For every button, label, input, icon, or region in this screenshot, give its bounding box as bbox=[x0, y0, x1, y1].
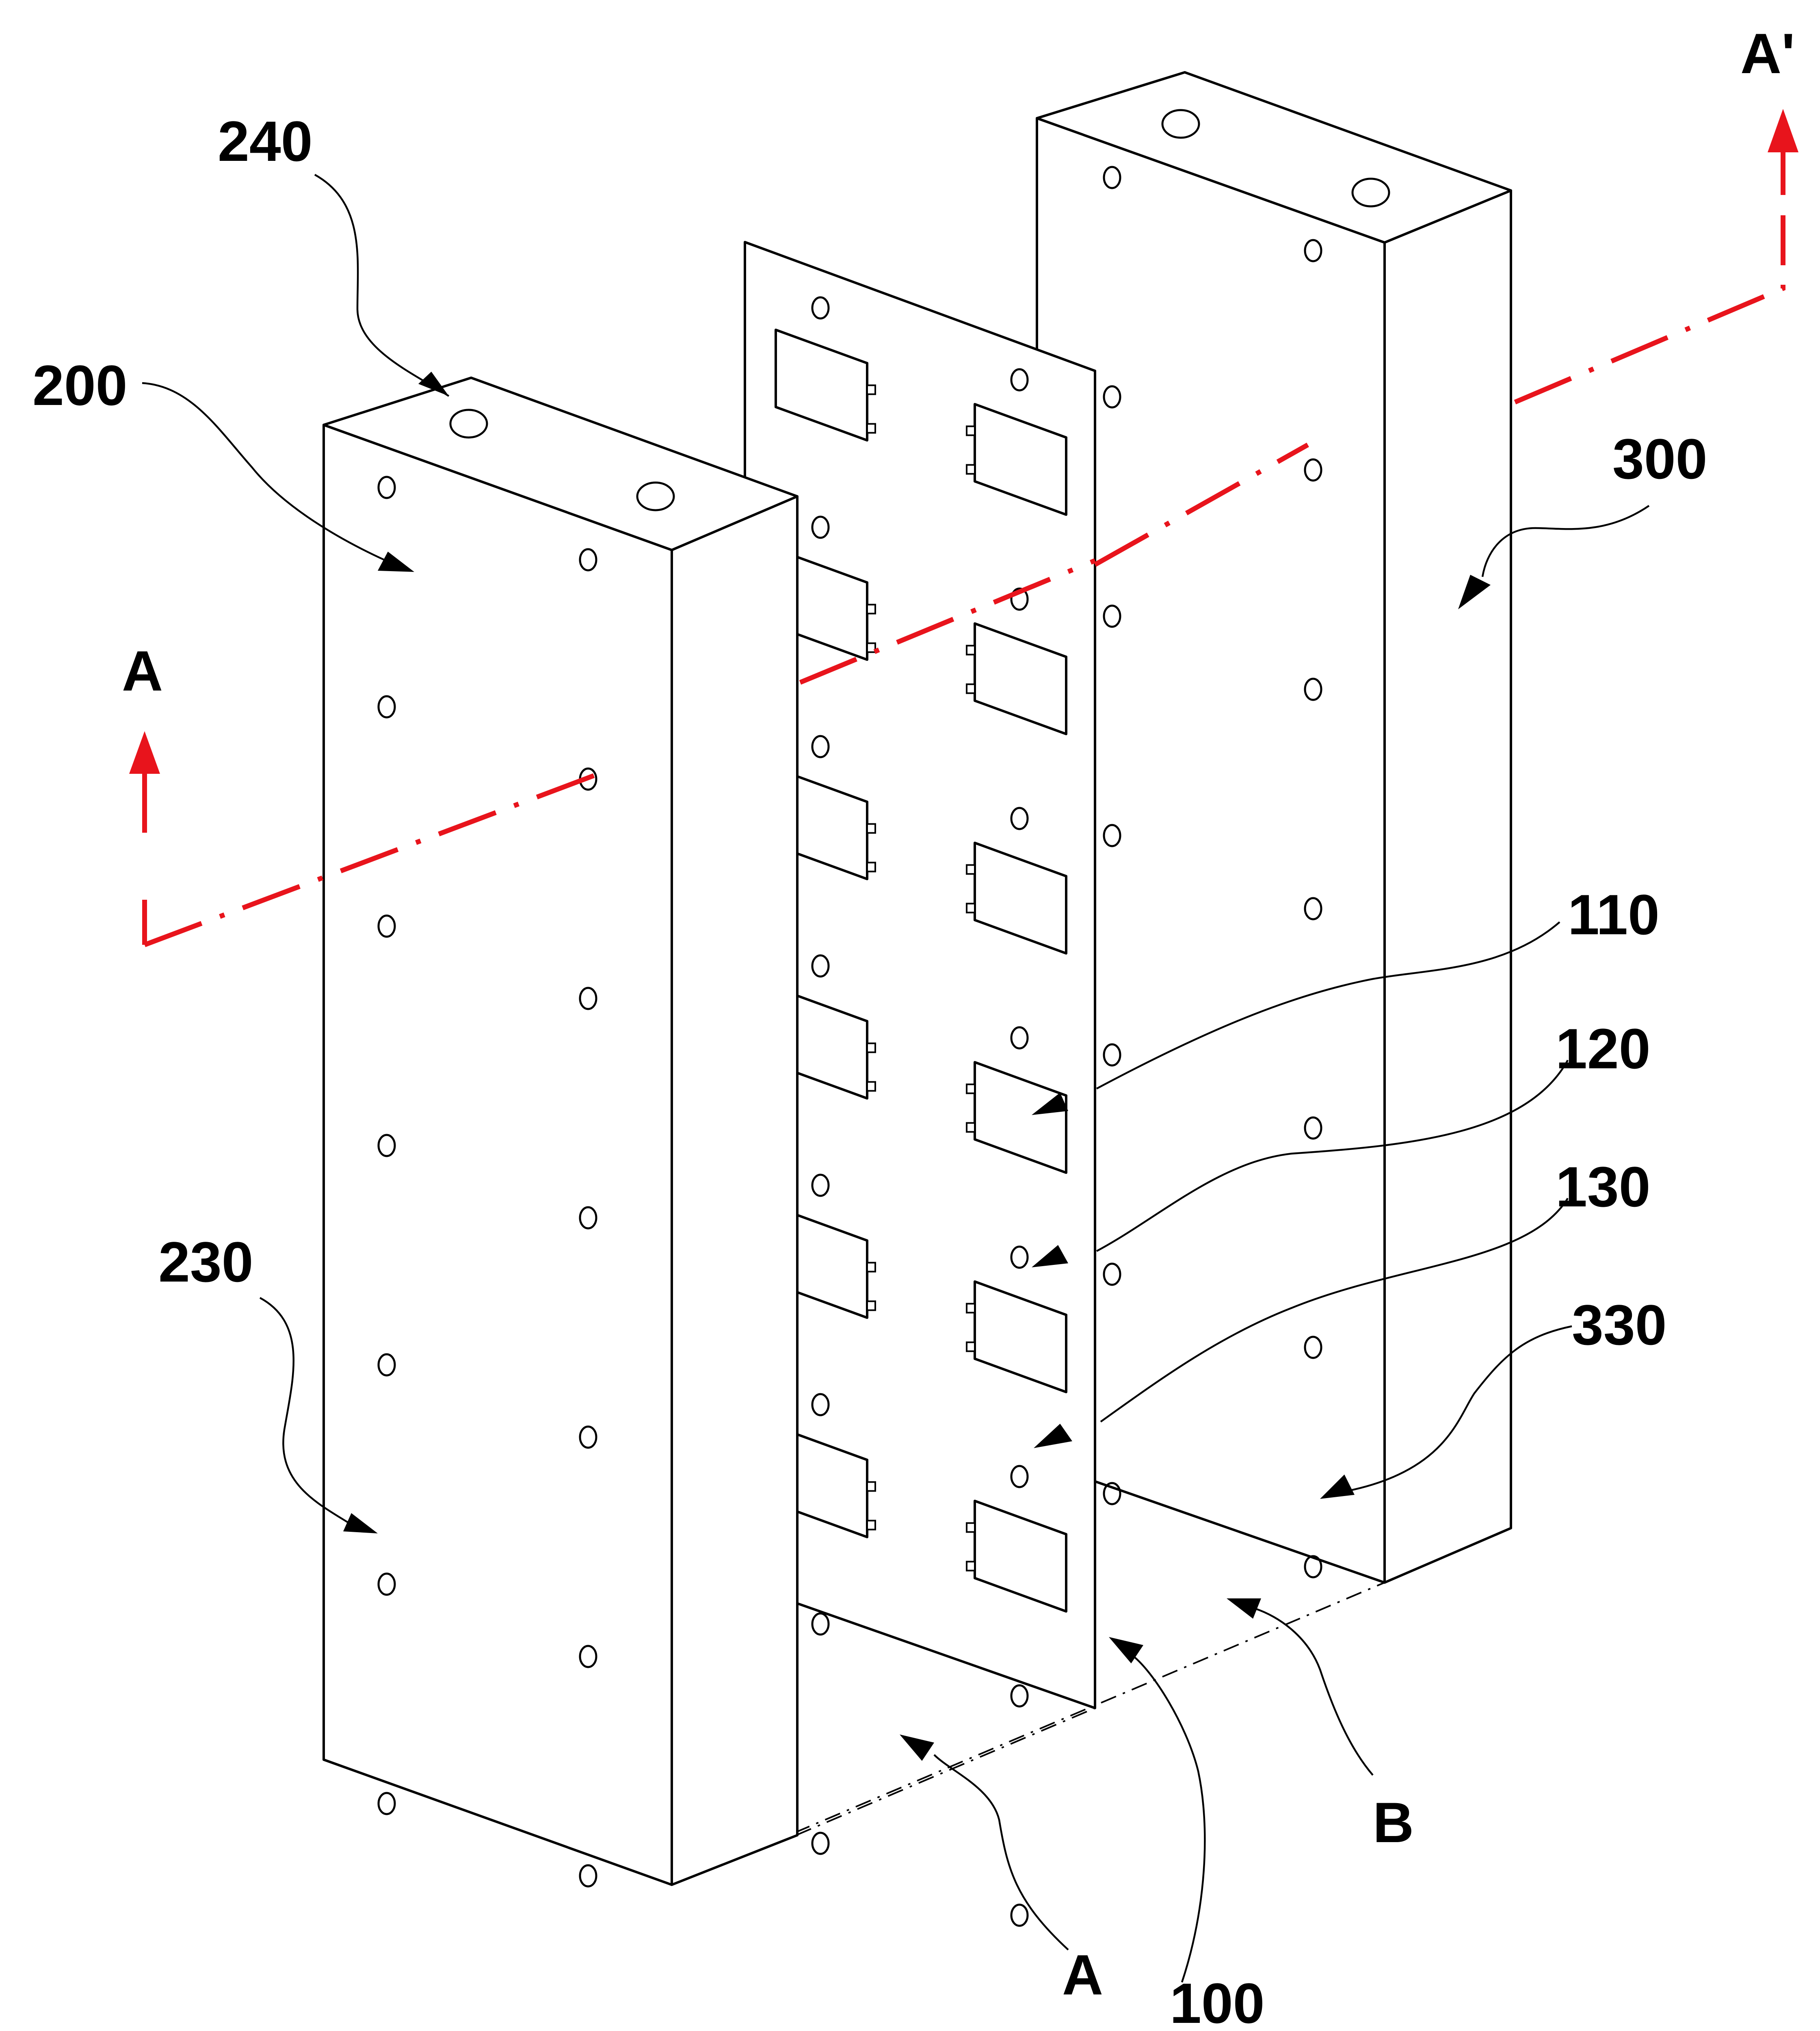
window-tab bbox=[967, 646, 975, 655]
section-line-right-segment bbox=[1515, 215, 1783, 402]
window-tab bbox=[967, 1123, 975, 1132]
label-100: 100 bbox=[1170, 1971, 1265, 2031]
plate-hole-130 bbox=[812, 1613, 829, 1635]
label-region-b: B bbox=[1373, 1791, 1414, 1854]
leader-240 bbox=[315, 175, 449, 396]
window-tab bbox=[867, 1082, 875, 1091]
window-tab bbox=[867, 605, 875, 614]
window-tab bbox=[867, 1521, 875, 1530]
window-tab bbox=[967, 1085, 975, 1093]
window-tab bbox=[967, 465, 975, 474]
section-arrow-left bbox=[129, 731, 160, 774]
window-tab bbox=[967, 904, 975, 913]
window-tab bbox=[867, 1263, 875, 1272]
rear-block-300 bbox=[1037, 72, 1511, 1583]
block-hole-230 bbox=[580, 1865, 596, 1886]
window-tab bbox=[967, 427, 975, 435]
rear-top-port-1 bbox=[1162, 110, 1199, 138]
plate-base-boundary bbox=[796, 1708, 1095, 1835]
plate-hole-130 bbox=[1011, 1905, 1028, 1926]
leader-region-a-arrowhead bbox=[900, 1734, 934, 1761]
label-330: 330 bbox=[1572, 1293, 1667, 1357]
label-120: 120 bbox=[1556, 1017, 1651, 1080]
window-tab bbox=[867, 385, 875, 394]
rear-block-hole-330 bbox=[1305, 1556, 1321, 1577]
top-port-240a bbox=[450, 410, 487, 437]
front-block-200 bbox=[324, 378, 797, 1886]
leader-region-a bbox=[934, 1755, 1068, 1950]
label-240: 240 bbox=[218, 109, 313, 173]
front-block-front-face bbox=[324, 425, 672, 1885]
label-region-a: A bbox=[1062, 1943, 1103, 2007]
window-tab bbox=[867, 424, 875, 433]
label-230: 230 bbox=[158, 1230, 253, 1294]
label-130: 130 bbox=[1556, 1155, 1651, 1219]
label-300: 300 bbox=[1612, 427, 1707, 491]
section-arrow-right bbox=[1768, 109, 1798, 152]
plate-hole-130 bbox=[812, 1833, 829, 1854]
window-tab bbox=[967, 865, 975, 874]
label-200: 200 bbox=[32, 353, 128, 417]
block-hole-230 bbox=[379, 1793, 395, 1814]
leader-region-b-arrowhead bbox=[1227, 1598, 1261, 1619]
label-110: 110 bbox=[1568, 883, 1660, 946]
window-tab bbox=[967, 684, 975, 693]
window-tab bbox=[967, 1304, 975, 1313]
window-tab bbox=[867, 824, 875, 833]
window-tab bbox=[867, 1482, 875, 1491]
window-tab bbox=[867, 643, 875, 652]
window-tab bbox=[967, 1342, 975, 1351]
label-section-a-prime: A' bbox=[1740, 22, 1795, 85]
plate-hole-130 bbox=[1011, 1685, 1028, 1706]
window-tab bbox=[967, 1562, 975, 1571]
window-tab bbox=[967, 1523, 975, 1532]
front-block-side-face bbox=[672, 496, 797, 1885]
label-section-a: A bbox=[122, 639, 163, 703]
rear-block-side-face bbox=[1385, 191, 1511, 1583]
rear-top-port-2 bbox=[1353, 179, 1389, 206]
window-tab bbox=[867, 1044, 875, 1052]
window-tab bbox=[867, 1301, 875, 1310]
top-port-240b bbox=[637, 483, 674, 510]
window-tab bbox=[867, 863, 875, 872]
leader-100 bbox=[1129, 1653, 1205, 1982]
leader-region-b bbox=[1255, 1609, 1373, 1775]
